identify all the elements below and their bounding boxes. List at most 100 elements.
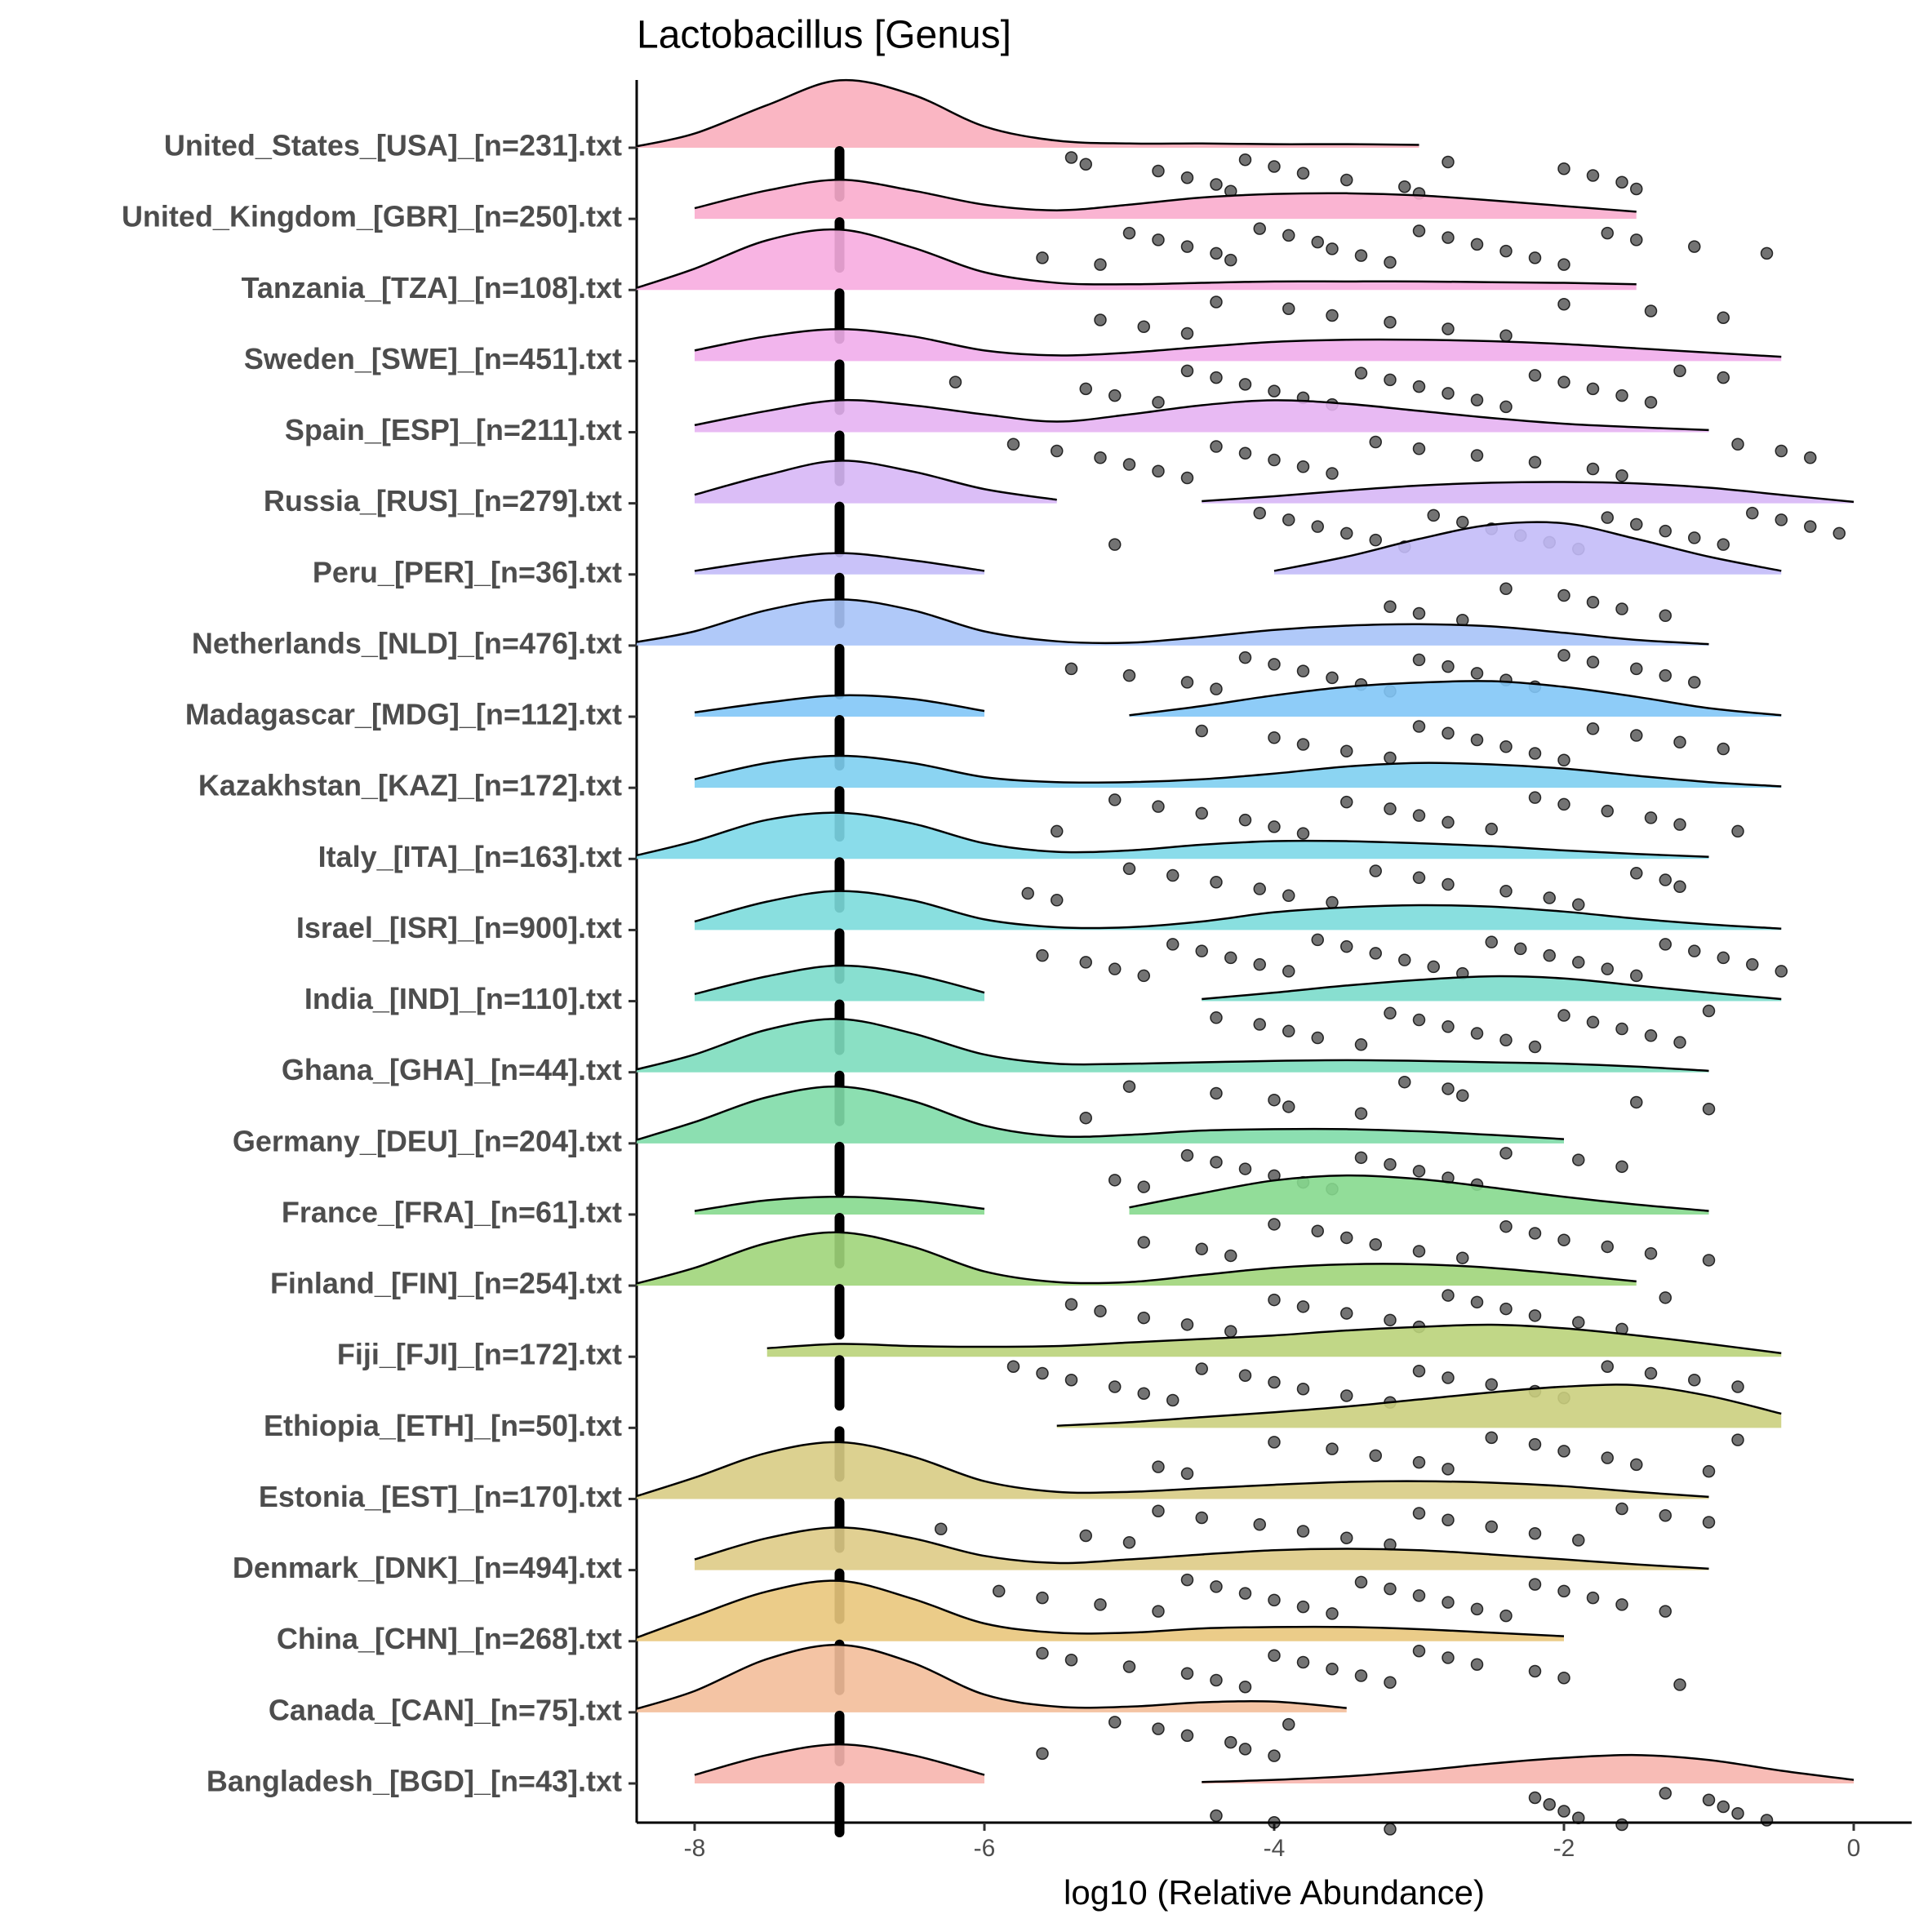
data-point: [1079, 1529, 1092, 1543]
data-point: [1253, 882, 1266, 895]
data-point: [1122, 862, 1136, 876]
data-point: [1195, 1511, 1208, 1525]
data-point: [1499, 582, 1513, 596]
data-point: [1528, 1437, 1542, 1451]
data-point: [1094, 258, 1107, 271]
data-point: [1731, 1806, 1744, 1820]
density-outline: [636, 1018, 1709, 1073]
data-point: [1296, 1600, 1310, 1614]
data-point: [1615, 175, 1628, 189]
data-point: [1180, 326, 1194, 340]
data-point: [1804, 520, 1817, 533]
y-tick-label: Spain_[ESP]_[n=211].txt: [285, 413, 622, 446]
data-point: [1384, 751, 1397, 765]
data-point: [1601, 511, 1614, 524]
data-point: [1094, 313, 1107, 326]
data-point: [1528, 1578, 1542, 1591]
data-point: [1268, 1749, 1281, 1762]
data-point: [1412, 1364, 1426, 1378]
data-point: [1253, 1517, 1266, 1531]
data-point: [1485, 935, 1498, 948]
data-point: [1557, 1805, 1570, 1818]
data-point: [1296, 460, 1310, 473]
data-point: [1557, 797, 1570, 811]
data-point: [1079, 956, 1092, 969]
y-tick-label: Tanzania_[TZA]_[n=108].txt: [242, 271, 622, 304]
data-point: [1644, 304, 1658, 318]
data-point: [1528, 251, 1542, 264]
data-point: [1108, 538, 1122, 551]
data-point: [1296, 664, 1310, 677]
density-area: [695, 460, 1854, 504]
density-area: [695, 522, 1782, 575]
data-point: [1659, 1605, 1672, 1618]
data-point: [1528, 455, 1542, 469]
data-point: [1572, 1153, 1585, 1166]
data-point: [1717, 1800, 1730, 1814]
data-point: [1180, 1667, 1194, 1680]
data-point: [1311, 520, 1324, 533]
density-outline: [694, 460, 1855, 504]
data-point: [1470, 733, 1484, 747]
data-point: [1384, 1006, 1397, 1020]
data-point: [1238, 1162, 1252, 1175]
data-point: [1180, 1148, 1194, 1162]
y-tick-label: Denmark_[DNK]_[n=494].txt: [233, 1551, 622, 1584]
x-tick-label: -6: [974, 1835, 996, 1862]
data-point: [1615, 602, 1628, 615]
data-point: [1384, 255, 1397, 269]
data-point: [1528, 1526, 1542, 1540]
data-point: [1557, 1671, 1570, 1685]
data-point: [1412, 1013, 1426, 1027]
data-point: [1644, 1029, 1658, 1042]
data-point: [1557, 375, 1570, 389]
data-point: [1384, 1157, 1397, 1171]
data-point: [1442, 1596, 1455, 1609]
data-point: [1427, 509, 1440, 522]
data-point: [1384, 802, 1397, 815]
data-point: [1528, 1227, 1542, 1240]
data-point: [1731, 824, 1744, 838]
data-point: [1180, 471, 1194, 485]
y-tick-label: Peru_[PER]_[n=36].txt: [313, 555, 622, 588]
data-point: [1659, 524, 1672, 538]
y-tick-label: Germany_[DEU]_[n=204].txt: [233, 1124, 622, 1157]
data-point: [1572, 898, 1585, 912]
data-point: [1601, 1240, 1614, 1254]
data-point: [1036, 948, 1049, 962]
data-point: [1238, 1680, 1252, 1694]
data-point: [1630, 969, 1643, 983]
data-point: [1340, 795, 1353, 809]
data-point: [1398, 1075, 1411, 1089]
data-point: [1412, 871, 1426, 885]
data-point: [1180, 171, 1194, 184]
data-point: [1224, 253, 1237, 267]
data-point: [1688, 676, 1701, 689]
data-point: [1238, 1369, 1252, 1382]
data-point: [1064, 151, 1078, 164]
data-point: [1152, 1504, 1165, 1517]
y-tick-label: Bangladesh_[BGD]_[n=43].txt: [207, 1765, 622, 1798]
data-point: [1442, 1513, 1455, 1526]
data-point: [1064, 1298, 1078, 1311]
data-point: [1557, 649, 1570, 662]
density-outline: [694, 964, 1782, 1001]
data-point: [1238, 813, 1252, 827]
data-point: [1499, 244, 1513, 258]
data-point: [1354, 1669, 1368, 1682]
chart-title: Lactobacillus [Genus]: [637, 14, 1011, 57]
data-point: [1108, 962, 1122, 975]
data-point: [1717, 371, 1730, 384]
density-area: [637, 1645, 1347, 1712]
y-tick-label: China_[CHN]_[n=268].txt: [277, 1622, 622, 1655]
data-point: [1499, 885, 1513, 898]
data-point: [1412, 1507, 1426, 1520]
data-point: [1586, 655, 1600, 668]
data-point: [1572, 1811, 1585, 1824]
data-point: [1296, 1382, 1310, 1396]
data-point: [1224, 951, 1237, 965]
data-point: [1180, 1318, 1194, 1331]
data-point: [1775, 513, 1788, 526]
data-point: [1326, 1607, 1339, 1620]
data-point: [1398, 953, 1411, 966]
